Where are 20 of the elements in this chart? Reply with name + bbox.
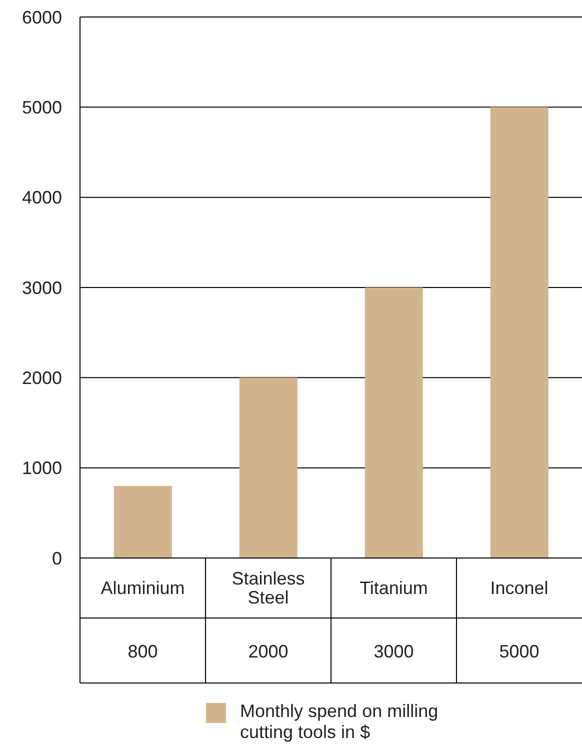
- bar: [239, 378, 298, 558]
- y-tick-label: 2000: [22, 368, 62, 388]
- x-tick-label: Stainless Steel: [232, 568, 305, 608]
- y-tick-label: 5000: [22, 98, 62, 118]
- bar: [364, 288, 423, 558]
- data-label: 3000: [374, 642, 414, 662]
- x-tick-label: Aluminium: [100, 578, 185, 598]
- data-label: 2000: [248, 642, 288, 662]
- data-label: 5000: [499, 642, 540, 662]
- bar: [114, 486, 172, 558]
- x-tick-label: Inconel: [490, 578, 548, 598]
- legend-label: Monthly spend on milling cutting tools in $: [240, 701, 440, 743]
- data-label: 800: [128, 642, 158, 662]
- y-tick-label: 4000: [22, 188, 62, 208]
- y-tick-label: 3000: [22, 278, 62, 298]
- bar: [490, 107, 548, 558]
- y-tick-label: 6000: [22, 7, 62, 28]
- y-tick-label: 1000: [22, 458, 62, 478]
- y-tick-label: 0: [52, 548, 62, 568]
- x-tick-label: Titanium: [360, 578, 428, 598]
